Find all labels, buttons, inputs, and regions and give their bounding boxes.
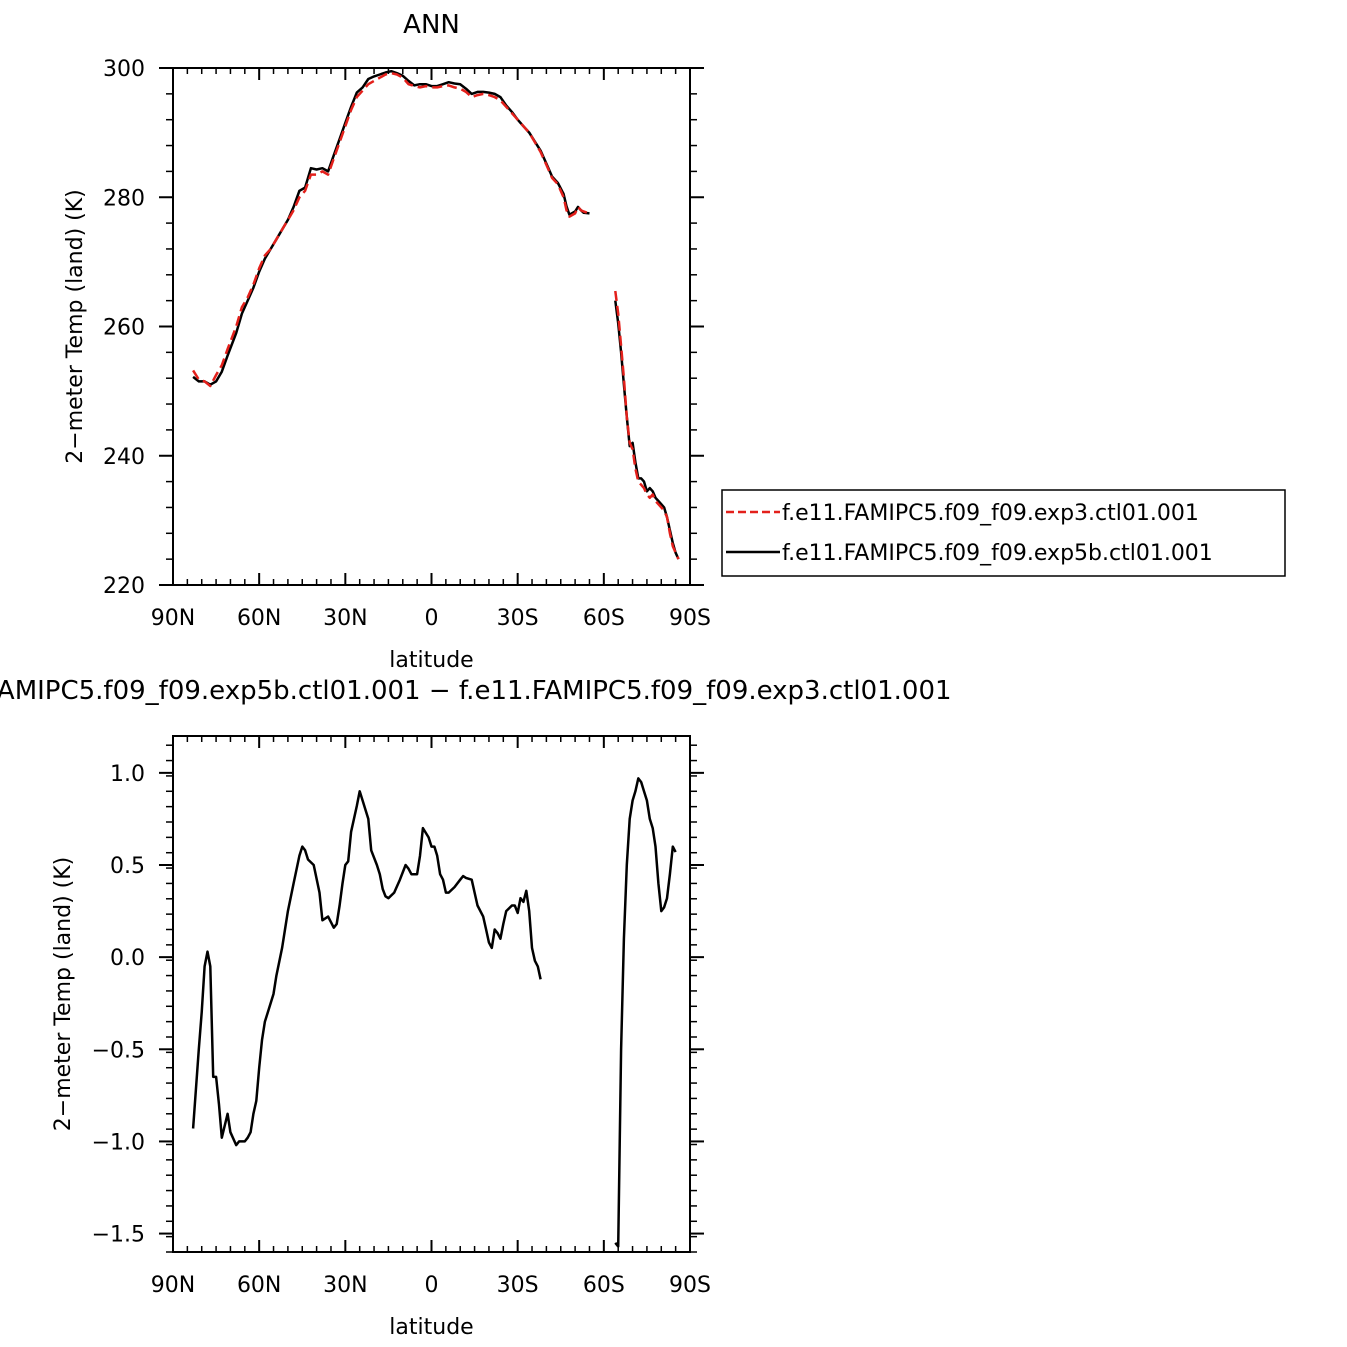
legend-label: f.e11.FAMIPC5.f09_f09.exp5b.ctl01.001	[782, 541, 1213, 566]
x-axis-label: latitude	[389, 1315, 473, 1340]
x-tick-label: 60N	[237, 606, 281, 631]
chart-title: f.e11.FAMIPC5.f09_f09.exp5b.ctl01.001 − …	[0, 676, 952, 706]
y-axis-label: 2−meter Temp (land) (K)	[63, 189, 88, 463]
series-line-1-segment-2	[614, 777, 677, 1248]
x-tick-label: 30N	[323, 606, 367, 631]
series-line-2-segment-1	[192, 69, 590, 386]
y-axis: 220 240 260 280 300	[103, 57, 704, 599]
y-tick-label: 0.0	[110, 946, 145, 971]
series-line-2-segment-2	[614, 300, 680, 560]
y-tick-label: −0.5	[92, 1038, 145, 1063]
x-tick-label: 30S	[497, 606, 539, 631]
x-tick-label: 0	[425, 1273, 439, 1298]
legend-label: f.e11.FAMIPC5.f09_f09.exp3.ctl01.001	[782, 501, 1199, 526]
x-axis: 90N 60N 30N 0 30S 60S 90S	[151, 736, 711, 1298]
y-tick-label: 260	[103, 316, 145, 341]
y-tick-label: 1.0	[110, 762, 145, 787]
x-tick-label: 30S	[497, 1273, 539, 1298]
x-tick-label: 0	[425, 606, 439, 631]
legend: f.e11.FAMIPC5.f09_f09.exp3.ctl01.001 f.e1…	[721, 489, 1286, 577]
x-axis-label: latitude	[389, 648, 473, 673]
x-tick-label: 60S	[583, 1273, 625, 1298]
y-tick-label: 220	[103, 574, 145, 599]
y-tick-label: 0.5	[110, 854, 145, 879]
y-tick-label: −1.5	[92, 1223, 145, 1248]
y-axis: −1.5 −1.0 −0.5 0.0 0.5 1.0	[92, 744, 704, 1253]
series-line-1-segment-2	[614, 290, 680, 560]
legend-box	[721, 489, 1286, 577]
y-tick-label: −1.0	[92, 1130, 145, 1155]
x-tick-label: 90N	[151, 1273, 195, 1298]
series-line-1-segment-1	[192, 71, 590, 388]
x-tick-label: 90N	[151, 606, 195, 631]
plot-frame	[172, 735, 691, 1253]
plot-frame	[172, 67, 691, 586]
chart-title: ANN	[403, 10, 460, 40]
x-axis: 90N 60N 30N 0 30S 60S 90S	[151, 68, 711, 631]
series-line-1-segment-1	[191, 790, 542, 1147]
x-tick-label: 90S	[669, 606, 711, 631]
x-tick-label: 60S	[583, 606, 625, 631]
chart-panel-2: f.e11.FAMIPC5.f09_f09.exp5b.ctl01.001 − …	[0, 676, 952, 1340]
y-tick-label: 240	[103, 445, 145, 470]
y-tick-label: 300	[103, 57, 145, 82]
x-tick-label: 60N	[237, 1273, 281, 1298]
y-tick-label: 280	[103, 186, 145, 211]
x-tick-label: 90S	[669, 1273, 711, 1298]
y-axis-label: 2−meter Temp (land) (K)	[51, 857, 76, 1131]
x-tick-label: 30N	[323, 1273, 367, 1298]
